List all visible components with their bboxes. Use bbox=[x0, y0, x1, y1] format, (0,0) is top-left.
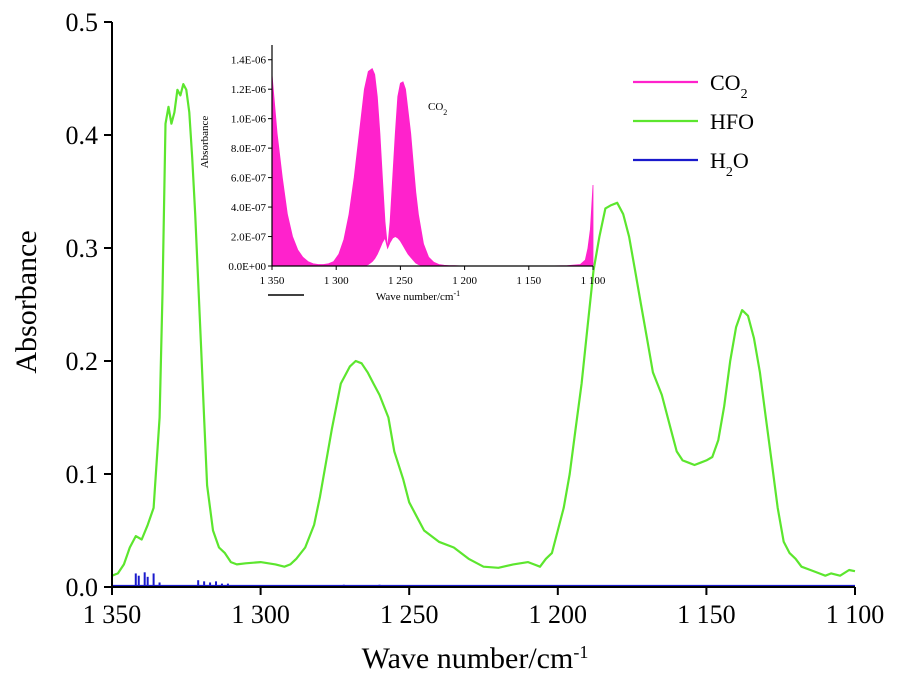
legend-entry: CO2 bbox=[710, 70, 748, 102]
main-y-tick-label: 0.0 bbox=[66, 573, 99, 602]
inset-y-axis-label: Absorbance bbox=[199, 116, 211, 169]
main-x-tick-label: 1 350 bbox=[83, 600, 142, 629]
main-x-tick-label: 1 100 bbox=[826, 600, 885, 629]
inset-y-tick-label: 0.0E+00 bbox=[228, 261, 266, 273]
inset-x-tick-label: 1 250 bbox=[388, 275, 413, 287]
inset-y-tick-label: 1.4E-06 bbox=[231, 55, 267, 67]
main-y-tick-label: 0.3 bbox=[66, 234, 99, 263]
inset-x-ticks: 1 350 1 300 1 250 1 200 1 150 1 100 bbox=[260, 266, 606, 287]
main-x-tick-label: 1 150 bbox=[677, 600, 736, 629]
inset-title: CO2 bbox=[428, 101, 447, 117]
main-y-tick-label: 0.4 bbox=[66, 121, 99, 150]
main-plot: 1 350 1 300 1 250 1 200 1 150 1 100 0.0 0.1 0.2… bbox=[10, 8, 884, 675]
main-x-ticks: 1 350 1 300 1 250 1 200 1 150 1 100 bbox=[83, 587, 885, 629]
main-x-axis-label: Wave number/cm-1 bbox=[362, 642, 589, 675]
main-x-tick-label: 1 200 bbox=[529, 600, 588, 629]
inset-x-axis-label: Wave number/cm-1 bbox=[376, 289, 460, 304]
main-y-tick-label: 0.2 bbox=[66, 347, 99, 376]
inset-y-tick-label: 1.2E-06 bbox=[231, 84, 267, 96]
main-x-tick-label: 1 250 bbox=[380, 600, 439, 629]
legend-entry: H2O bbox=[710, 148, 749, 180]
main-series-group bbox=[111, 83, 856, 587]
inset-x-tick-label: 1 200 bbox=[452, 275, 477, 287]
legend-entry: HFO bbox=[710, 109, 754, 134]
inset-x-tick-label: 1 300 bbox=[324, 275, 349, 287]
inset-x-tick-label: 1 150 bbox=[516, 275, 541, 287]
main-y-ticks: 0.0 0.1 0.2 0.3 0.4 0.5 bbox=[66, 8, 112, 602]
inset-x-tick-label: 1 350 bbox=[260, 275, 285, 287]
series-line-hfo bbox=[111, 83, 856, 577]
inset-y-tick-label: 8.0E-07 bbox=[231, 143, 267, 155]
main-y-tick-label: 0.5 bbox=[66, 8, 99, 37]
inset-y-tick-label: 6.0E-07 bbox=[231, 173, 267, 185]
inset-x-tick-label: 1 100 bbox=[581, 275, 606, 287]
inset-y-ticks: 0.0E+00 2.0E-07 4.0E-07 6.0E-07 8.0E-07 1.0E-… bbox=[228, 55, 272, 273]
inset-y-tick-label: 1.0E-06 bbox=[231, 114, 267, 126]
main-y-tick-label: 0.1 bbox=[66, 460, 99, 489]
inset-y-tick-label: 4.0E-07 bbox=[231, 202, 267, 214]
main-y-axis-label: Absorbance bbox=[10, 230, 43, 373]
main-x-tick-label: 1 300 bbox=[231, 600, 290, 629]
legend: CO2 HFO H2O bbox=[633, 70, 754, 180]
inset-plot: 1 350 1 300 1 250 1 200 1 150 1 100 0.0E+00 2.… bbox=[199, 45, 606, 303]
inset-y-tick-label: 2.0E-07 bbox=[231, 232, 267, 244]
